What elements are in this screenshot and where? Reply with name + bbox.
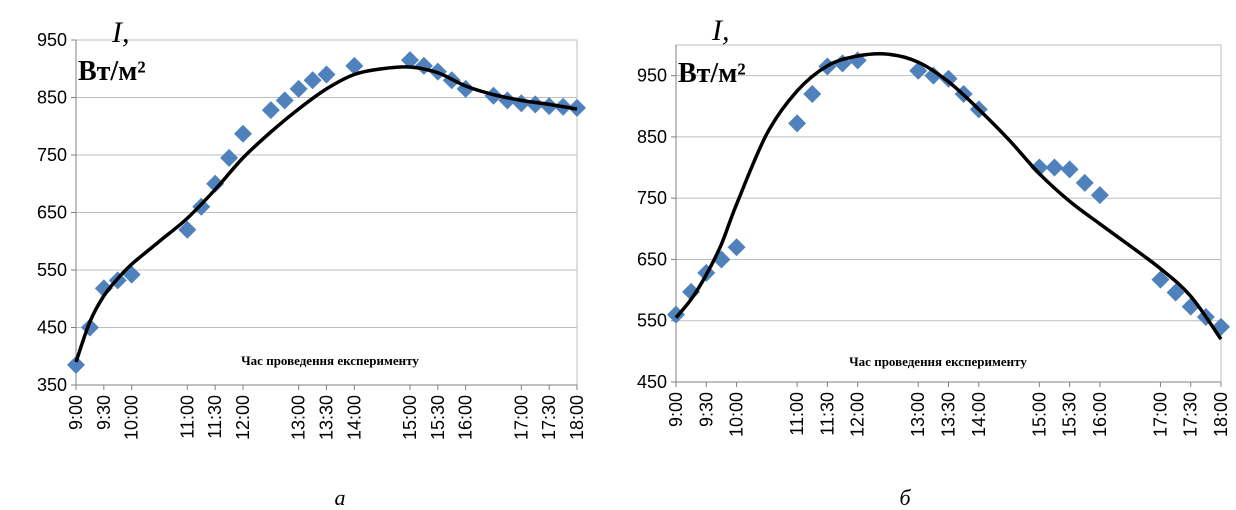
x-tick-label: 18:00 [567,395,587,440]
y-tick-label: 950 [637,66,667,86]
data-point [261,101,280,120]
x-tick-label: 11:30 [205,395,225,439]
data-point [220,148,239,167]
data-point [206,174,225,193]
x-tick-label: 15:00 [400,395,420,440]
x-tick-label: 11:30 [817,392,837,436]
x-tick-label: 17:00 [511,395,531,440]
y-tick-label: 950 [37,30,67,50]
data-point [803,85,822,104]
data-point [67,355,85,374]
y-tick-label: 850 [637,127,667,147]
x-axis-title: Час проведення експерименту [241,353,419,368]
data-point [1151,270,1170,289]
data-point [401,51,419,70]
y-tick-label: 650 [37,203,67,223]
y-tick-label: 650 [637,249,667,269]
x-tick-label: 15:00 [1029,392,1049,437]
y-tick-label: 450 [637,372,667,392]
x-tick-label: 15:30 [1060,392,1080,437]
x-tick-label: 14:00 [969,392,989,437]
trend-line [674,52,1223,341]
panel-caption: б [899,485,911,510]
data-point [1075,173,1094,192]
x-tick-label: 9:30 [94,395,114,430]
y-tick-label: 850 [37,88,67,108]
data-point [178,220,197,239]
x-tick-label: 13:00 [289,395,309,440]
data-point [526,95,545,114]
y-axis-symbol: I, [711,14,730,47]
x-tick-label: 9:00 [66,395,86,430]
x-tick-label: 13:30 [939,392,959,437]
data-point [909,61,928,80]
data-point [122,265,141,284]
trend-line [74,65,578,363]
y-tick-label: 750 [637,188,667,208]
y-tick-label: 750 [37,145,67,165]
x-tick-label: 17:30 [1181,392,1201,437]
data-point [788,114,807,133]
x-tick-label: 10:00 [727,392,747,437]
data-point [289,79,308,98]
data-point [1090,186,1109,205]
x-tick-label: 16:00 [1090,392,1110,437]
x-tick-label: 11:00 [177,395,197,439]
data-point [727,238,746,257]
chart-panel-b: 450 550 650 750 850 950 9:00 9:30 10:00 11:00 11:3… [637,14,1231,510]
x-tick-label: 13:30 [317,395,337,440]
y-tick-label: 450 [37,318,67,338]
data-point [1060,160,1079,179]
x-tick-label: 17:30 [539,395,559,440]
x-tick-label: 9:00 [666,392,686,427]
data-point [234,124,252,143]
data-point [303,71,322,90]
x-tick-label: 9:30 [696,392,716,427]
x-tick-label: 14:00 [344,395,364,440]
x-tick-label: 17:00 [1150,392,1170,437]
y-tick-label: 550 [637,311,667,331]
x-tick-label: 13:00 [908,392,928,437]
y-tick-label: 550 [37,260,67,280]
x-tick-label: 10:00 [122,395,142,440]
data-point [275,91,294,110]
x-tick-label: 12:00 [233,395,253,440]
panel-caption: а [335,485,346,510]
y-axis-symbol: I, [111,16,130,49]
data-point [1045,158,1064,177]
data-point [345,56,364,75]
y-axis-unit: Вт/м² [78,56,146,87]
data-point [1166,283,1185,302]
data-point [94,279,113,298]
y-axis-unit: Вт/м² [678,58,746,89]
chart-panel-a: 350 450 550 650 750 850 950 9:00 9:30 10:00 11:00 1… [37,16,587,510]
x-tick-label: 15:30 [428,395,448,440]
x-tick-label: 18:00 [1211,392,1231,437]
data-point [317,65,336,84]
data-point [682,282,701,301]
data-point [1030,158,1049,177]
data-point [924,66,943,85]
x-axis-title: Час проведення експерименту [849,354,1027,369]
x-tick-label: 16:00 [456,395,476,440]
data-point [712,250,731,269]
x-tick-label: 11:00 [787,392,807,436]
plot-area [675,44,1222,383]
x-tick-label: 12:00 [848,392,868,437]
y-tick-label: 350 [37,375,67,395]
